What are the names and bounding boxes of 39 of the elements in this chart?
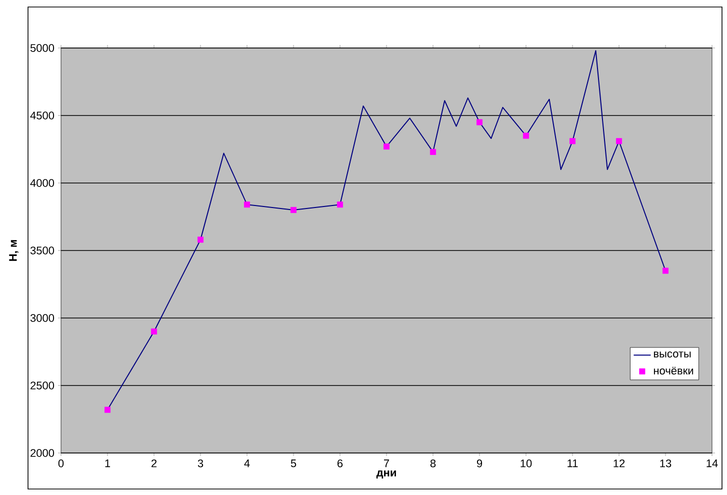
- y-tick-label: 3000: [30, 314, 54, 322]
- y-tick-label: 2500: [30, 382, 54, 390]
- point: [337, 202, 344, 208]
- point: [151, 328, 158, 334]
- x-axis-title: дни: [376, 470, 396, 479]
- y-tick-label: 3500: [30, 246, 54, 254]
- point: [616, 138, 622, 144]
- point: [244, 202, 250, 208]
- x-tick-label: 4: [244, 460, 250, 468]
- y-tick-label: 5000: [30, 44, 54, 52]
- y-tick-label: 4500: [30, 112, 54, 120]
- point: [104, 406, 111, 413]
- legend-label: ночёвки: [654, 366, 694, 375]
- y-axis-title: Н, м: [9, 240, 18, 261]
- x-tick-label: 1: [105, 460, 110, 468]
- point: [198, 236, 204, 243]
- x-tick-label: 9: [476, 460, 482, 468]
- legend-label: высоты: [654, 351, 691, 358]
- x-tick-label: 10: [520, 460, 532, 468]
- point: [384, 144, 390, 150]
- x-tick-label: 13: [660, 460, 672, 468]
- x-tick-label: 12: [614, 460, 625, 468]
- x-tick-label: 7: [384, 460, 390, 468]
- x-tick-label: 3: [198, 460, 204, 468]
- point: [523, 132, 530, 139]
- x-tick-label: 5: [290, 460, 296, 468]
- point: [290, 206, 297, 213]
- x-tick-label: 8: [430, 460, 436, 468]
- y-tick-label: 4000: [30, 179, 54, 187]
- x-tick-label: 11: [568, 460, 578, 468]
- point: [430, 148, 436, 155]
- point: [662, 268, 669, 274]
- x-tick-label: 2: [151, 460, 157, 468]
- point: [476, 119, 483, 126]
- y-tick-label: 2000: [30, 449, 54, 457]
- x-tick-label: 0: [58, 460, 64, 468]
- x-tick-label: 14: [706, 460, 718, 468]
- x-tick-label: 6: [338, 460, 343, 468]
- point: [570, 138, 576, 144]
